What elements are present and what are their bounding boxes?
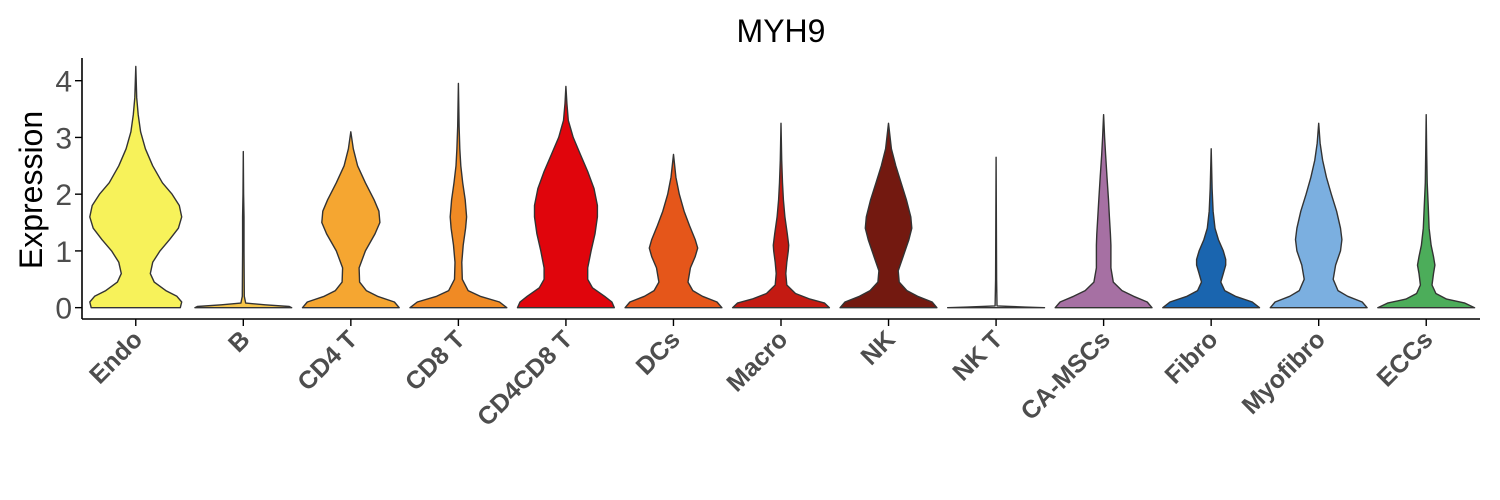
y-tick-label: 0 (55, 293, 72, 326)
violin-fibro (1162, 148, 1261, 309)
x-tick-label: DCs (631, 325, 686, 380)
x-tick-label: B (223, 325, 256, 358)
x-tick-label: CD4 T (292, 325, 363, 396)
y-tick-label: 1 (55, 236, 72, 269)
violin-nk (839, 122, 938, 309)
violin-cd4cd8-t (516, 85, 615, 309)
violin-b (194, 150, 293, 309)
violin-myofibro (1269, 122, 1368, 309)
violin-dcs (624, 153, 723, 309)
x-tick-label: NK T (947, 325, 1008, 386)
violin-nk-t (947, 156, 1046, 309)
x-tick-label: CD8 T (400, 325, 471, 396)
violin-cd8-t (409, 82, 508, 309)
x-tick-label: NK (855, 325, 900, 370)
x-tick-label: Endo (84, 325, 148, 389)
violin-group (89, 65, 1476, 309)
x-tick-label: CA-MSCs (1015, 325, 1115, 425)
violin-cd4-t (301, 131, 400, 309)
x-tick-label: Myofibro (1237, 325, 1331, 419)
x-tick-label: ECCs (1371, 325, 1438, 392)
x-tick-label: Macro (721, 325, 793, 397)
violin-macro (731, 122, 831, 309)
x-axis: Endo B CD4 T CD8 T CD4CD8 T DCs Macro NK NK T CA-… (82, 318, 1480, 432)
violin-eccs (1377, 114, 1476, 309)
y-axis: 0 1 2 3 4 (55, 58, 83, 326)
violin-ca-mscs (1054, 114, 1153, 309)
x-tick-label: Fibro (1159, 325, 1223, 389)
chart-title: MYH9 (737, 13, 826, 49)
y-axis-label: Expression (13, 111, 49, 269)
x-tick-label: CD4CD8 T (472, 325, 578, 431)
y-tick-label: 3 (55, 122, 72, 155)
violin-endo (89, 65, 183, 309)
y-tick-label: 2 (55, 179, 72, 212)
y-tick-label: 4 (55, 66, 72, 99)
